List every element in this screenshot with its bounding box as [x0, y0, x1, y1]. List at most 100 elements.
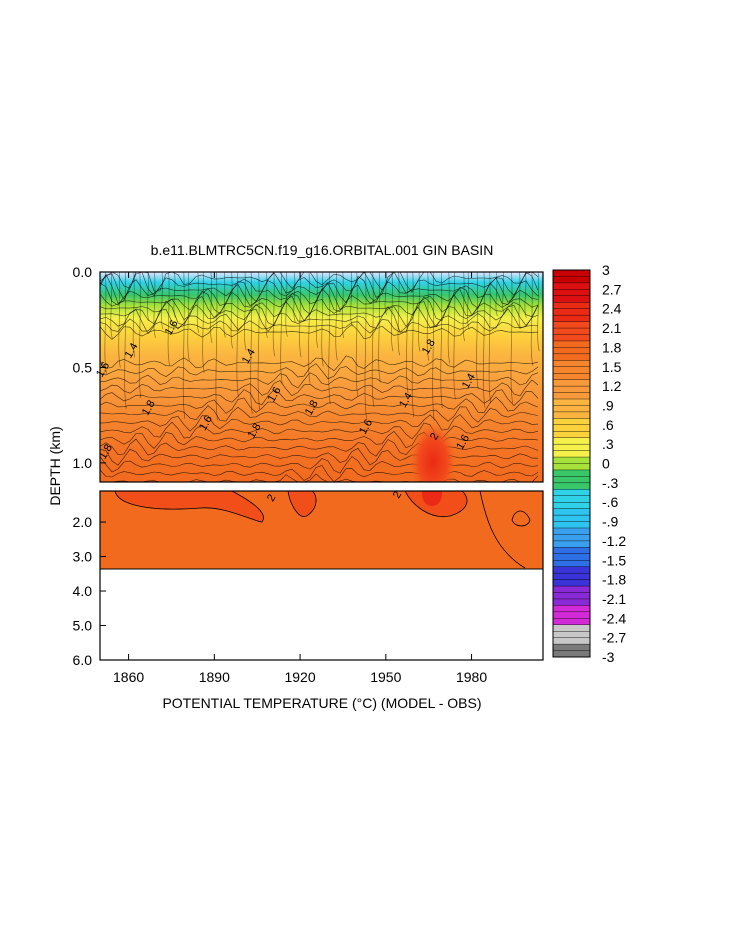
colorbar-band: [552, 643, 591, 652]
colorbar-band: [552, 269, 591, 277]
colorbar-frame: [552, 269, 591, 658]
colorbar-band: [552, 482, 591, 490]
colorbar-band: [552, 476, 591, 484]
y-tick-label: 0.5: [73, 359, 93, 375]
x-tick-label: 1980: [456, 669, 487, 685]
colorbar-band: [552, 347, 591, 355]
colorbar-band: [552, 534, 591, 542]
colorbar-band: [552, 321, 591, 329]
upper-contours: [100, 272, 539, 482]
colorbar-band: [552, 385, 591, 394]
colorbar-band: [552, 521, 591, 529]
colorbar-band: [552, 353, 591, 361]
colorbar-label: -1.8: [602, 572, 626, 588]
upper-panel: [100, 272, 543, 482]
below-data-blank: [100, 569, 543, 661]
colorbar-band: [552, 514, 591, 523]
chart-title: b.e11.BLMTRC5CN.f19_g16.ORBITAL.001 GIN …: [151, 242, 494, 258]
colorbar-band: [552, 450, 591, 458]
colorbar-band: [552, 308, 591, 316]
colorbar-band: [552, 302, 591, 310]
x-tick-label: 1920: [284, 669, 315, 685]
colorbar-band: [552, 431, 591, 439]
colorbar-band: [552, 650, 591, 658]
y-tick-label: 6.0: [73, 652, 93, 668]
colorbar-band: [552, 360, 591, 368]
colorbar-band: [552, 592, 591, 600]
colorbar-band: [552, 624, 591, 632]
colorbar-band: [552, 508, 591, 516]
colorbar-label: 1.5: [602, 359, 622, 375]
colorbar-band: [552, 598, 591, 606]
upper-panel-frame: [99, 271, 544, 483]
y-axis-label: DEPTH (km): [47, 426, 63, 505]
colorbar-band: [552, 405, 591, 413]
colorbar-label: 1.8: [602, 339, 622, 355]
colorbar-band: [552, 566, 591, 574]
y-tick-label: 3.0: [73, 549, 93, 565]
y-tick-label: 4.0: [73, 583, 93, 599]
colorbar-label: -2.7: [602, 630, 626, 646]
contour-label: 2: [265, 492, 278, 503]
colorbar-band: [552, 424, 591, 432]
y-tick-label: 5.0: [73, 618, 93, 634]
colorbar-band: [552, 276, 591, 284]
colorbar-band: [552, 618, 591, 626]
colorbar-label: -2.1: [602, 591, 626, 607]
colorbar-band: [552, 373, 591, 381]
colorbar-label: 3: [602, 262, 610, 278]
y-tick-label: 0.0: [73, 264, 93, 280]
colorbar-band: [552, 585, 591, 593]
lower-region-2d: [488, 491, 543, 569]
x-tick-label: 1950: [370, 669, 401, 685]
colorbar-band: [552, 314, 591, 323]
colorbar-band: [552, 295, 591, 303]
colorbar-band: [552, 398, 591, 406]
colorbar-label: -.9: [602, 514, 619, 530]
x-axis-label: POTENTIAL TEMPERATURE (°C) (MODEL - OBS): [162, 695, 481, 711]
y-tick-label: 2.0: [73, 514, 93, 530]
x-tick-label: 1890: [199, 669, 230, 685]
lower-region-2b: [288, 491, 317, 517]
colorbar-label: .6: [602, 417, 614, 433]
colorbar-band: [552, 282, 591, 290]
contour-label: 2: [428, 431, 441, 442]
upper-field: [100, 272, 543, 482]
colorbar-band: [552, 469, 591, 477]
lower-region-2a: [115, 491, 264, 522]
colorbar-band: [552, 495, 591, 503]
lower-panel: [100, 491, 543, 661]
colorbar-band: [552, 560, 591, 568]
colorbar-band: [552, 527, 591, 535]
axis-layer: 1860 1890 1920 1950 1980 0.0 0.5 1.0 2.0 3.0 4.0 5.…: [73, 264, 488, 685]
colorbar-label: -1.2: [602, 533, 626, 549]
colorbar-band: [552, 540, 591, 548]
colorbar-label: -.3: [602, 475, 619, 491]
y-tick-label: 1.0: [73, 455, 93, 471]
colorbar-label: 1.2: [602, 378, 622, 394]
colorbar-label: -1.5: [602, 552, 626, 568]
colorbar-band: [552, 411, 591, 419]
lower-panel-frame: [99, 490, 544, 661]
colorbar-band: [552, 289, 591, 297]
colorbar-band: [552, 437, 591, 445]
colorbar-band: [552, 631, 591, 639]
colorbar-band: [552, 443, 591, 452]
colorbar-band: [552, 489, 591, 497]
lower-contours: [114, 491, 531, 569]
colorbar-band: [552, 340, 591, 348]
colorbar-band: [552, 327, 591, 335]
colorbar-label: 2.4: [602, 301, 622, 317]
hotspot-lower: [422, 491, 442, 506]
colorbar-band: [552, 392, 591, 400]
contour-label: 2: [391, 489, 404, 500]
colorbar-band: [552, 605, 591, 613]
colorbar-band: [552, 553, 591, 561]
x-tick-label: 1860: [113, 669, 144, 685]
colorbar-label: 2.1: [602, 320, 622, 336]
colorbar-band: [552, 463, 591, 471]
colorbar-label: .9: [602, 397, 614, 413]
hotspot-upper: [409, 422, 457, 482]
colorbar-label: 2.7: [602, 281, 622, 297]
